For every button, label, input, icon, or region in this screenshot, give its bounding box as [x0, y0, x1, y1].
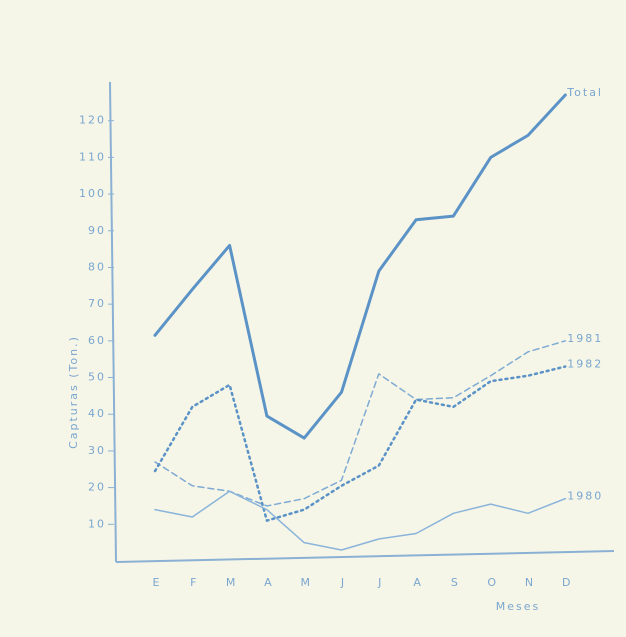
series-label: Total	[566, 86, 603, 99]
y-tick-label: 90	[88, 224, 106, 237]
x-tick-label: N	[525, 576, 535, 589]
y-axis-label: Capturas (Ton.)	[67, 335, 80, 449]
y-tick-label: 10	[88, 517, 106, 530]
y-axis	[109, 81, 117, 563]
x-tick-label: O	[487, 576, 498, 589]
y-tick-label: 60	[88, 334, 106, 347]
x-tick-label: A	[413, 576, 423, 589]
x-tick-label: D	[562, 576, 572, 589]
y-tick-label: 110	[79, 150, 106, 163]
y-tick-label: 50	[88, 371, 106, 384]
series-line	[153, 93, 567, 440]
y-tick-label: 40	[88, 407, 106, 420]
y-tick-label: 20	[88, 481, 106, 494]
x-axis-label: Meses	[496, 600, 541, 613]
y-tick-label: 70	[88, 297, 106, 310]
y-tick-label: 100	[79, 187, 106, 200]
series-line	[153, 365, 567, 522]
x-axis	[115, 550, 615, 563]
x-tick-label: A	[264, 576, 274, 589]
series-label: 1980	[567, 490, 603, 503]
series-line	[154, 490, 567, 551]
x-tick-label: M	[226, 576, 238, 589]
x-tick-label: J	[340, 576, 346, 589]
y-tick-label: 120	[79, 114, 106, 127]
x-tick-label: S	[451, 576, 460, 589]
x-tick-label: E	[153, 576, 162, 589]
y-tick-label: 30	[88, 444, 106, 457]
x-tick-label: F	[190, 576, 198, 589]
series-label: 1982	[567, 358, 603, 371]
y-tick-label: 80	[88, 260, 106, 273]
series-label: 1981	[567, 332, 603, 345]
x-tick-label: M	[300, 576, 312, 589]
x-tick-label: J	[377, 576, 383, 589]
series-line	[154, 340, 567, 507]
